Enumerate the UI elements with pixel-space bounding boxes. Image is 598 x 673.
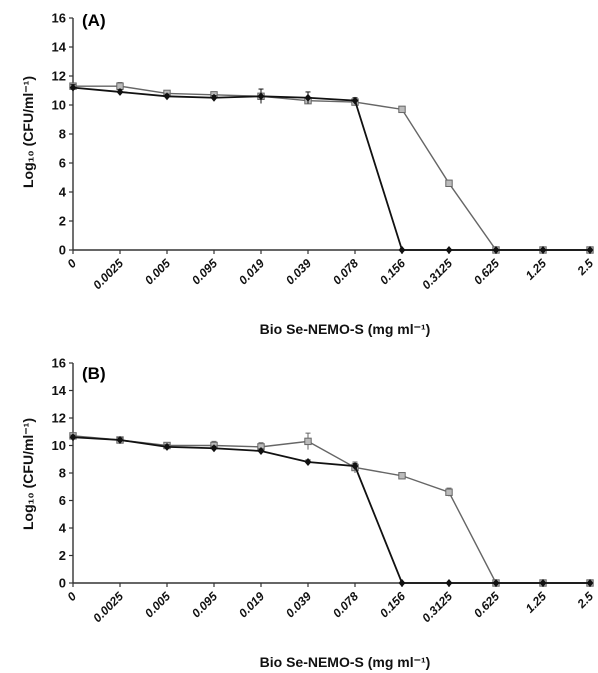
data-point (398, 105, 406, 114)
data-point (116, 87, 124, 96)
series-line (72, 86, 590, 251)
y-tick-label: 0 (59, 576, 66, 591)
data-point (257, 447, 265, 455)
x-tick-label: 0.3125 (419, 589, 455, 625)
x-tick-label: 0.005 (142, 589, 173, 620)
x-tick-label: 0.019 (236, 589, 267, 620)
series-line (73, 85, 590, 251)
x-tick-label: 0 (64, 589, 79, 604)
y-tick-label: 2 (59, 548, 66, 563)
x-tick-label: 0.078 (330, 256, 361, 287)
data-point (586, 246, 594, 254)
x-tick-label: 0.019 (236, 256, 267, 287)
data-point (492, 579, 500, 587)
x-tick-label: 0.625 (471, 256, 502, 287)
x-tick-label: 2.5 (574, 589, 597, 612)
data-point (492, 246, 500, 254)
data-point (445, 488, 453, 496)
y-tick-label: 8 (59, 466, 66, 481)
data-point (116, 436, 124, 444)
y-tick-label: 6 (59, 156, 66, 171)
x-tick-label: 1.25 (523, 589, 550, 616)
x-tick-label: 0 (64, 256, 79, 271)
y-tick-label: 14 (52, 383, 67, 398)
data-point (69, 83, 77, 92)
data-point (398, 472, 406, 480)
y-tick-label: 2 (59, 214, 66, 229)
y-tick-label: 12 (52, 411, 66, 426)
data-point (351, 96, 359, 105)
x-tick-label: 0.625 (471, 589, 502, 620)
data-point (398, 579, 406, 587)
chart-panel-b: (B) Log₁₀ (CFU/ml⁻¹) Bio Se-NEMO-S (mg m… (20, 356, 596, 671)
data-point (69, 433, 77, 442)
data-point (539, 246, 547, 254)
data-point (539, 579, 547, 587)
panel-label: (B) (82, 364, 106, 383)
panel-label: (A) (82, 11, 106, 30)
x-tick-label: 0.156 (377, 256, 408, 287)
y-tick-label: 4 (59, 521, 67, 536)
series-line (72, 436, 590, 584)
x-tick-label: 0.3125 (419, 256, 455, 292)
data-point (586, 579, 594, 587)
y-tick-label: 10 (52, 438, 66, 453)
x-tick-label: 2.5 (574, 256, 597, 279)
data-point (445, 579, 453, 587)
data-point (445, 179, 453, 188)
data-point (163, 442, 171, 451)
data-point (351, 462, 359, 471)
x-tick-label: 0.078 (330, 589, 361, 620)
y-tick-label: 10 (52, 98, 66, 113)
y-tick-label: 8 (59, 127, 66, 142)
y-tick-label: 6 (59, 493, 66, 508)
y-tick-label: 14 (52, 40, 67, 55)
y-axis-label: Log₁₀ (CFU/ml⁻¹) (20, 418, 36, 530)
y-tick-label: 0 (59, 243, 66, 258)
data-point (304, 458, 312, 466)
x-tick-label: 0.095 (189, 589, 220, 620)
data-point (210, 444, 218, 453)
data-point (304, 93, 312, 102)
x-tick-label: 1.25 (523, 256, 550, 283)
y-tick-label: 4 (59, 185, 67, 200)
x-tick-label: 0.005 (142, 256, 173, 287)
data-point (257, 92, 265, 101)
x-tick-label: 0.156 (377, 589, 408, 620)
x-tick-label: 0.095 (189, 256, 220, 287)
series-line (72, 435, 590, 584)
x-tick-label: 0.039 (283, 256, 314, 287)
data-point (445, 246, 453, 254)
data-point (163, 92, 171, 101)
x-tick-label: 0.0025 (90, 589, 126, 625)
x-axis-label: Bio Se-NEMO-S (mg ml⁻¹) (260, 654, 431, 670)
data-point (210, 93, 218, 102)
y-tick-label: 16 (52, 11, 66, 26)
data-point (304, 437, 312, 446)
chart-panel-a: (A) Log₁₀ (CFU/ml⁻¹) Bio Se-NEMO-S (mg m… (20, 11, 596, 338)
x-tick-label: 0.0025 (90, 256, 126, 292)
data-point (398, 246, 406, 254)
y-axis-label: Log₁₀ (CFU/ml⁻¹) (20, 76, 36, 188)
y-tick-label: 12 (52, 69, 66, 84)
y-tick-label: 16 (52, 356, 66, 371)
x-tick-label: 0.039 (283, 589, 314, 620)
x-axis-label: Bio Se-NEMO-S (mg ml⁻¹) (260, 321, 431, 337)
